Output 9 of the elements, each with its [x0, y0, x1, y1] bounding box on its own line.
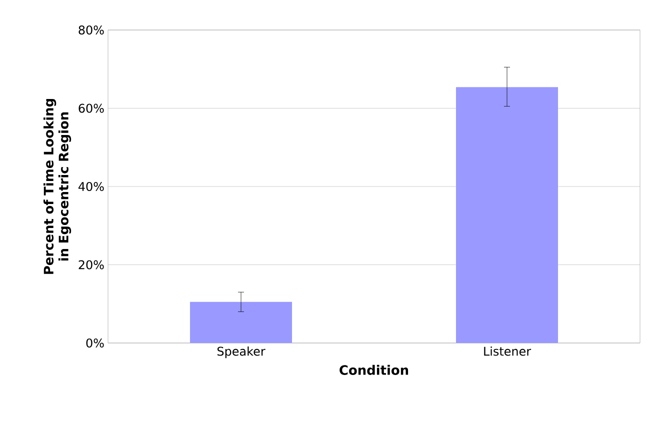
- x-tick-label: Listener: [484, 346, 532, 356]
- y-axis-title: Percent of Time Looking in Egocentric Region: [43, 99, 72, 274]
- y-tick-label: 60%: [78, 104, 104, 113]
- y-tick-label: 20%: [78, 260, 104, 270]
- x-tick-label: Speaker: [217, 346, 266, 358]
- y-tick-label: 80%: [78, 25, 104, 35]
- x-axis-title: Condition: [340, 364, 408, 375]
- y-tick-label: 0%: [86, 338, 104, 348]
- y-tick-label: 40%: [78, 182, 104, 192]
